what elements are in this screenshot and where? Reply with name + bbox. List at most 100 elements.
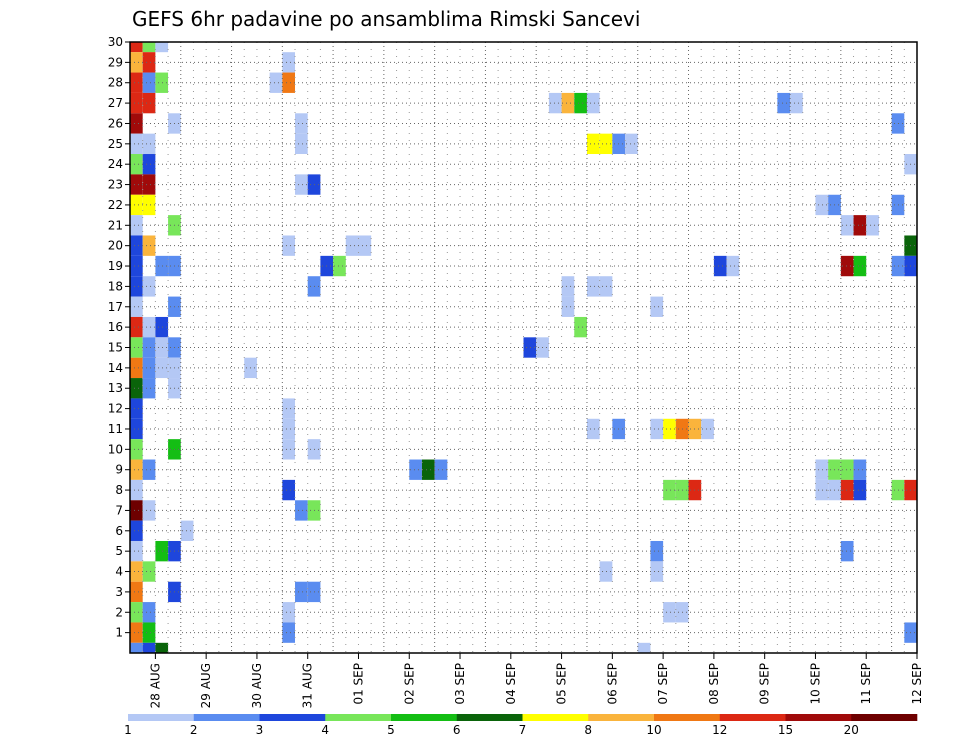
- y-tick-label: 29: [108, 55, 123, 69]
- heatmap-cells: [130, 42, 917, 653]
- colorbar-swatch: [588, 714, 655, 721]
- y-tick-label: 3: [115, 585, 123, 599]
- heatmap-cell: [840, 215, 854, 236]
- heatmap-cell: [142, 602, 156, 623]
- heatmap-cell: [282, 235, 296, 256]
- heatmap-cell: [130, 194, 143, 216]
- colorbar-tick-label: 7: [519, 723, 527, 737]
- y-axis: 1234567891011121314151617181920212223242…: [108, 35, 130, 640]
- heatmap-cell: [130, 378, 143, 399]
- heatmap-cell: [130, 642, 143, 653]
- heatmap-cell: [548, 92, 562, 114]
- heatmap-cell: [295, 174, 308, 195]
- heatmap-cell: [130, 357, 143, 379]
- heatmap-cell: [815, 194, 829, 216]
- heatmap-cell: [713, 255, 727, 277]
- heatmap-cell: [295, 500, 308, 521]
- heatmap-cell: [586, 92, 600, 114]
- heatmap-cell: [142, 52, 156, 73]
- heatmap-cell: [155, 255, 169, 277]
- heatmap-cell: [130, 154, 143, 175]
- heatmap-cell: [815, 459, 829, 480]
- heatmap-cell: [130, 42, 143, 53]
- heatmap-cell: [155, 72, 169, 93]
- y-tick-label: 7: [115, 503, 123, 517]
- x-tick-label: 02 SEP: [402, 663, 416, 705]
- colorbar-swatch: [851, 714, 918, 721]
- heatmap-cell: [891, 479, 905, 501]
- heatmap-cell: [130, 622, 143, 643]
- x-tick-label: 11 SEP: [859, 663, 873, 705]
- heatmap-cell: [663, 479, 676, 501]
- heatmap-cell: [269, 72, 283, 93]
- heatmap-cell: [891, 255, 905, 277]
- colorbar-tick-label: 5: [387, 723, 395, 737]
- x-tick-label: 09 SEP: [758, 663, 772, 705]
- colorbar-swatch: [193, 714, 260, 721]
- colorbar-swatch: [259, 714, 326, 721]
- heatmap-cell: [142, 194, 156, 216]
- heatmap-cell: [155, 42, 169, 53]
- heatmap-cell: [130, 439, 143, 460]
- y-tick-label: 12: [108, 402, 123, 416]
- y-tick-label: 11: [108, 422, 123, 436]
- y-tick-label: 2: [115, 605, 123, 619]
- heatmap-cell: [840, 255, 854, 277]
- plot-frame: [129, 41, 918, 654]
- heatmap-cell: [142, 459, 156, 480]
- heatmap-cell: [142, 174, 156, 195]
- heatmap-cell: [282, 439, 296, 460]
- heatmap-cell: [650, 540, 664, 562]
- colorbar-tick-label: 1: [124, 723, 132, 737]
- heatmap-cell: [130, 255, 143, 277]
- y-tick-label: 26: [108, 116, 123, 130]
- colorbar-tick-label: 8: [584, 723, 592, 737]
- colorbar-swatch: [325, 714, 392, 721]
- heatmap-cell: [155, 337, 169, 358]
- heatmap-cell: [130, 398, 143, 419]
- heatmap-cell: [142, 642, 156, 653]
- heatmap-cell: [853, 479, 867, 501]
- heatmap-cell: [586, 133, 600, 155]
- heatmap-cell: [142, 276, 156, 297]
- heatmap-cell: [561, 296, 575, 317]
- heatmap-cell: [130, 235, 143, 256]
- heatmap-cell: [409, 459, 422, 480]
- heatmap-cell: [142, 500, 156, 521]
- heatmap-cell: [295, 581, 308, 603]
- x-tick-label: 28 AUG: [148, 663, 162, 708]
- x-tick-label: 29 AUG: [199, 663, 213, 708]
- heatmap-cell: [650, 561, 664, 582]
- heatmap-cell: [663, 418, 676, 440]
- heatmap-cell: [130, 337, 143, 358]
- heatmap-cell: [853, 459, 867, 480]
- colorbar-tick-label: 20: [844, 723, 859, 737]
- chart-title: GEFS 6hr padavine po ansamblima Rimski S…: [132, 7, 640, 31]
- y-tick-label: 13: [108, 381, 123, 395]
- heatmap-cell: [130, 174, 143, 195]
- colorbar-swatch: [785, 714, 852, 721]
- heatmap-cell: [130, 72, 143, 93]
- heatmap-cell: [142, 42, 156, 53]
- heatmap-cell: [561, 276, 575, 297]
- heatmap-cell: [130, 133, 143, 155]
- heatmap-cell: [790, 92, 803, 114]
- heatmap-cell: [130, 540, 143, 562]
- y-tick-label: 25: [108, 137, 123, 151]
- y-tick-label: 10: [108, 442, 123, 456]
- heatmap-cell: [142, 316, 156, 338]
- heatmap-cell: [523, 337, 537, 358]
- heatmap-cell: [421, 459, 435, 480]
- y-tick-label: 8: [115, 483, 123, 497]
- heatmap-cell: [777, 92, 791, 114]
- heatmap-cell: [142, 357, 156, 379]
- y-tick-label: 4: [115, 565, 123, 579]
- x-tick-label: 08 SEP: [707, 663, 721, 705]
- heatmap-cell: [155, 540, 169, 562]
- heatmap-cell: [142, 133, 156, 155]
- heatmap-cell: [650, 296, 664, 317]
- colorbar-tick-label: 6: [453, 723, 461, 737]
- heatmap-cell: [282, 398, 296, 419]
- heatmap-cell: [130, 276, 143, 297]
